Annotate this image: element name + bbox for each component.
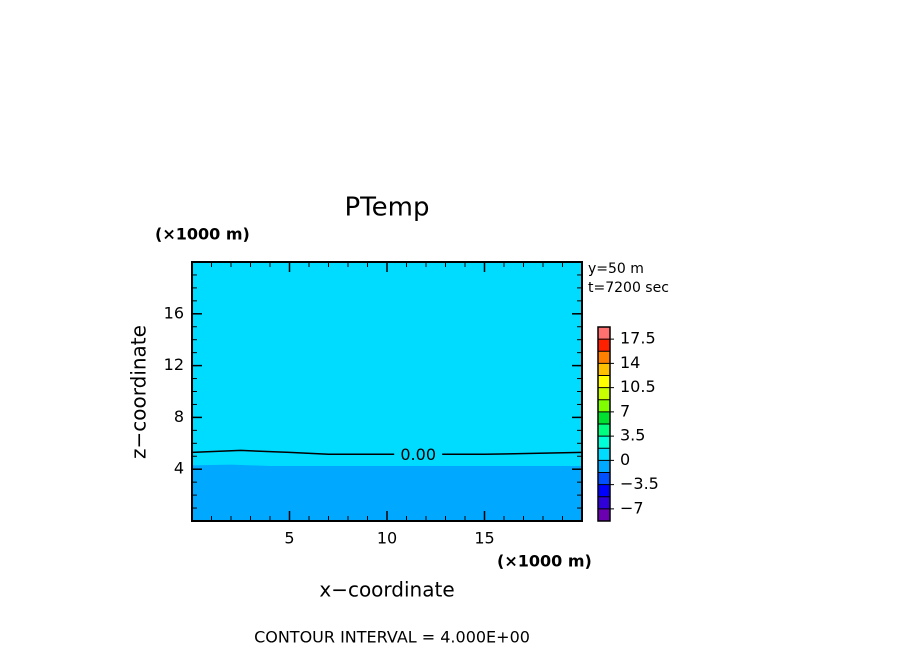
colorbar-box	[598, 363, 610, 376]
colorbar-box	[598, 448, 610, 461]
colorbar-box	[598, 484, 610, 497]
colorbar-tick-label: 10.5	[620, 377, 656, 396]
filled-region	[192, 262, 582, 521]
colorbar-tick-label: 3.5	[620, 426, 645, 445]
colorbar-frame	[597, 326, 611, 522]
x-tick-label: 10	[377, 529, 397, 548]
colorbar-box	[598, 472, 610, 485]
x-axis-label: x−coordinate	[319, 578, 454, 602]
colorbar-tick-label: 7	[620, 401, 630, 420]
colorbar-tick-label: 14	[620, 353, 640, 372]
colorbar-box	[598, 327, 610, 340]
x-tick-label: 15	[474, 529, 494, 548]
colorbar-box	[598, 424, 610, 437]
colorbar-box	[598, 387, 610, 400]
contour-line	[191, 449, 583, 456]
colorbar-box	[598, 399, 610, 412]
colorbar-tick-label: 0	[620, 450, 630, 469]
colorbar-box	[598, 508, 610, 521]
y-tick-label: 8	[174, 407, 184, 426]
y-tick-label: 4	[174, 459, 184, 478]
colorbar-tick-label: −3.5	[620, 474, 659, 493]
colorbar-box	[598, 351, 610, 364]
y-axis-label: z−coordinate	[127, 325, 151, 459]
annotation: t=7200 sec	[588, 280, 669, 296]
contour-label-bg	[394, 445, 443, 464]
colorbar-tick-label: 17.5	[620, 329, 656, 348]
contour-label: 0.00	[400, 445, 436, 464]
y-tick-label: 16	[164, 303, 184, 322]
y-tick-label: 12	[164, 355, 184, 374]
chart-title: PTemp	[345, 193, 430, 223]
colorbar-box	[598, 436, 610, 449]
annotation: y=50 m	[588, 261, 644, 277]
x-units: (×1000 m)	[497, 552, 592, 571]
colorbar-tick-label: −7	[620, 498, 644, 517]
x-tick-label: 5	[284, 529, 294, 548]
colorbar-box	[598, 375, 610, 388]
filled-region	[192, 464, 582, 521]
footer: CONTOUR INTERVAL = 4.000E+00	[254, 628, 530, 647]
colorbar-box	[598, 460, 610, 473]
colorbar-box	[598, 339, 610, 352]
y-units: (×1000 m)	[155, 225, 250, 244]
colorbar-box	[598, 411, 610, 424]
colorbar-box	[598, 496, 610, 509]
